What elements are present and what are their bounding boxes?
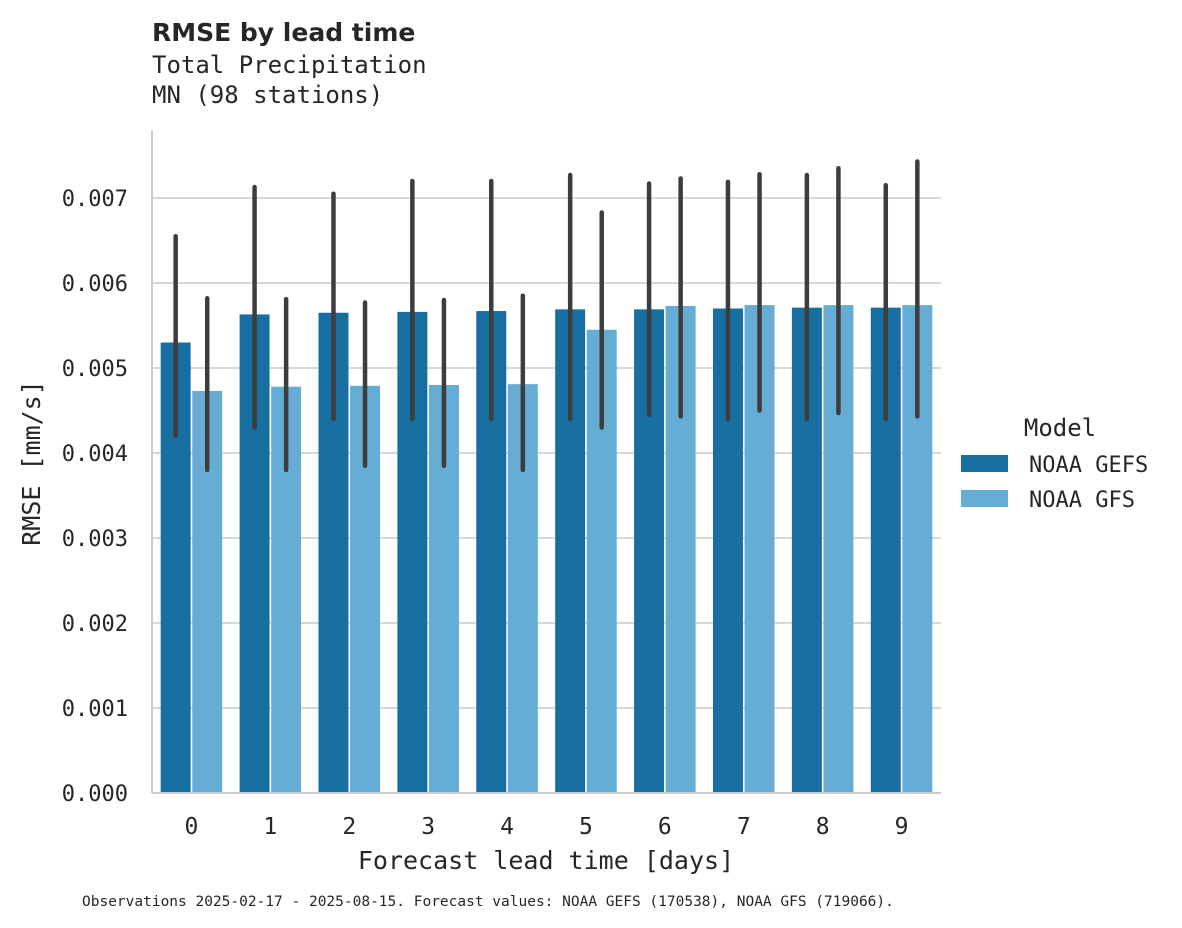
y-axis-label: RMSE [mm/s] xyxy=(17,380,46,546)
legend-label-noaa-gfs: NOAA GFS xyxy=(1029,488,1135,513)
legend-swatch-noaa-gefs xyxy=(961,455,1008,472)
y-tick-label: 0.001 xyxy=(62,697,128,722)
error-bars xyxy=(173,159,920,473)
x-tick-label: 1 xyxy=(263,814,277,840)
chart-title: RMSE by lead time xyxy=(152,18,415,47)
y-tick-label: 0.002 xyxy=(62,612,128,637)
y-tick-label: 0.005 xyxy=(62,357,128,382)
x-tick-label: 6 xyxy=(658,814,672,840)
gridlines xyxy=(152,197,941,709)
x-tick-label: 5 xyxy=(579,814,593,840)
footnote: Observations 2025-02-17 - 2025-08-15. Fo… xyxy=(82,894,894,910)
legend-title: Model xyxy=(1024,414,1096,442)
x-tick-labels: 0 1 2 3 4 5 6 7 8 9 xyxy=(185,814,909,840)
x-axis-label: Forecast lead time [days] xyxy=(358,846,734,875)
legend: Model NOAA GEFS NOAA GFS xyxy=(961,414,1148,513)
legend-label-noaa-gefs: NOAA GEFS xyxy=(1029,453,1148,478)
y-tick-label: 0.004 xyxy=(62,442,128,467)
y-tick-label: 0.003 xyxy=(62,527,128,552)
x-tick-label: 2 xyxy=(342,814,356,840)
y-tick-label: 0.006 xyxy=(62,272,128,297)
chart-subtitle-line-2: MN (98 stations) xyxy=(152,81,383,109)
x-tick-label: 3 xyxy=(421,814,435,840)
y-tick-label: 0.000 xyxy=(62,782,128,807)
legend-swatch-noaa-gfs xyxy=(961,490,1008,507)
x-tick-label: 4 xyxy=(500,814,514,840)
chart-subtitle-line-1: Total Precipitation xyxy=(152,51,427,79)
y-tick-labels: 0.000 0.001 0.002 0.003 0.004 0.005 0.006 0.007 xyxy=(62,187,128,807)
x-tick-label: 0 xyxy=(185,814,199,840)
x-tick-label: 7 xyxy=(737,814,751,840)
y-tick-label: 0.007 xyxy=(62,187,128,212)
bars xyxy=(160,305,933,793)
x-tick-label: 8 xyxy=(816,814,830,840)
x-tick-label: 9 xyxy=(895,814,909,840)
